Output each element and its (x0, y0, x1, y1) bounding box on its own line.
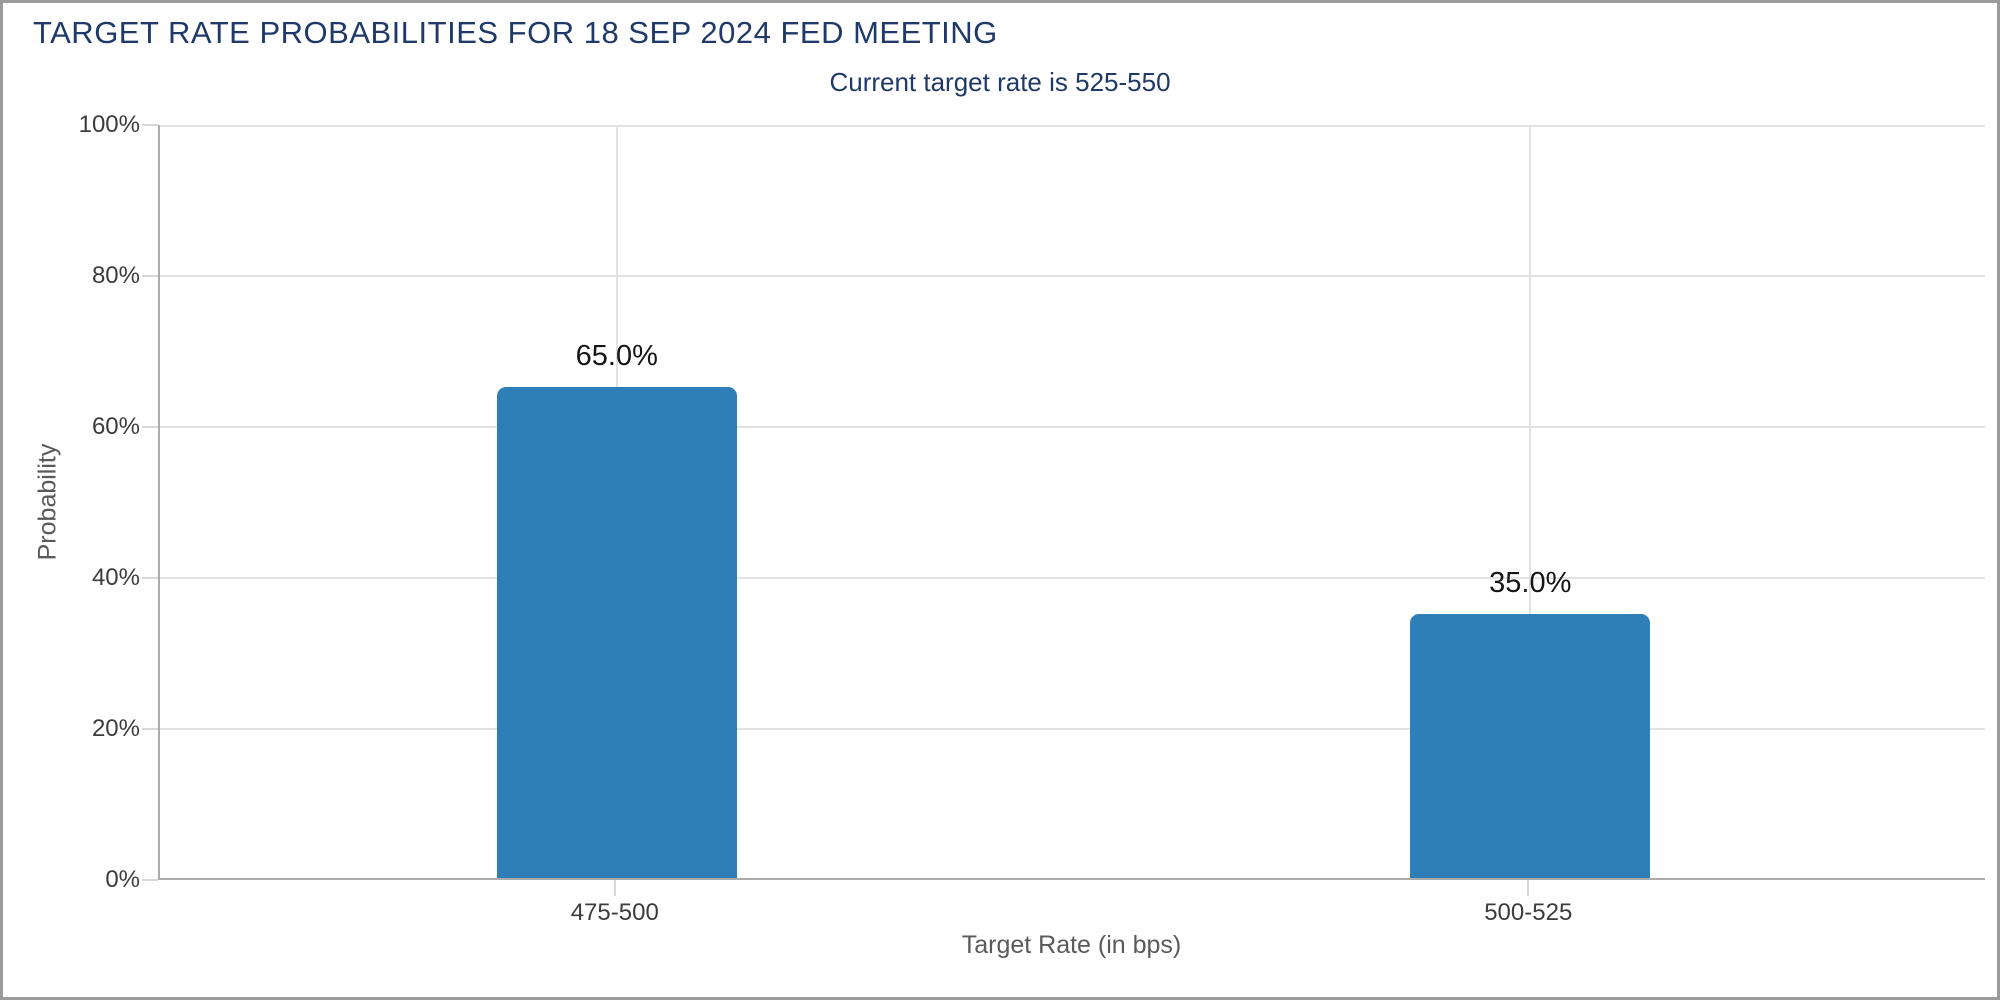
x-tick-mark (1527, 880, 1530, 896)
y-axis-title: Probability (33, 443, 62, 561)
x-axis-title: Target Rate (in bps) (961, 931, 1182, 959)
h-gridline (160, 426, 1985, 428)
v-gridline (1529, 125, 1532, 878)
chart-subtitle: Current target rate is 525-550 (829, 67, 1171, 97)
h-gridline (160, 728, 1985, 730)
x-tick-mark (613, 880, 616, 896)
x-tick-label: 500-525 (1484, 899, 1573, 926)
bar (1410, 613, 1651, 878)
h-gridline (160, 125, 1985, 127)
y-tick-mark (142, 728, 158, 730)
y-tick-mark (142, 124, 158, 126)
y-tick-label: 40% (91, 564, 140, 591)
x-tick-label: 475-500 (570, 899, 659, 926)
y-tick-mark (142, 879, 158, 881)
bar-value-label: 65.0% (575, 340, 658, 373)
h-gridline (160, 577, 1985, 579)
h-gridline (160, 275, 1985, 277)
chart-title: TARGET RATE PROBABILITIES FOR 18 SEP 202… (33, 15, 998, 50)
y-tick-mark (142, 577, 158, 579)
y-tick-mark (142, 275, 158, 277)
y-tick-label: 20% (91, 715, 140, 742)
y-tick-label: 100% (78, 111, 140, 138)
bar (496, 387, 737, 878)
y-tick-label: 80% (91, 262, 140, 289)
plot-area: 65.0% 35.0% (158, 125, 1985, 880)
y-tick-label: 60% (91, 413, 140, 440)
y-tick-label: 0% (105, 866, 140, 893)
bar-value-label: 35.0% (1489, 566, 1572, 599)
y-tick-mark (142, 426, 158, 428)
